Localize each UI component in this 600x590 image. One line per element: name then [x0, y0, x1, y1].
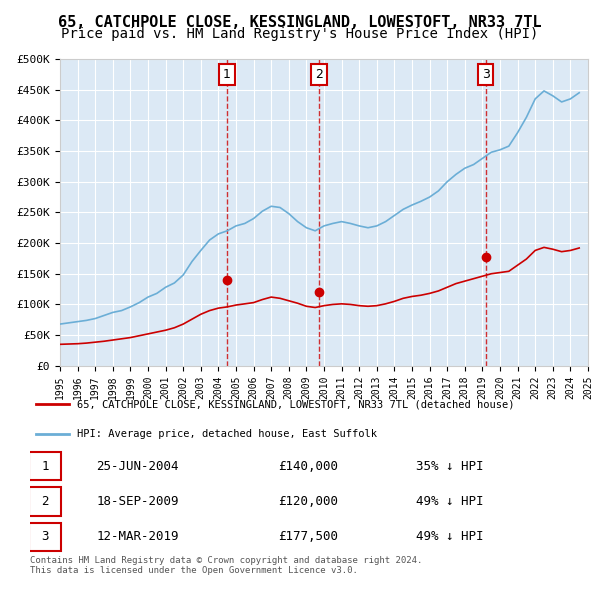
Text: 1: 1 — [223, 68, 231, 81]
Text: 25-JUN-2004: 25-JUN-2004 — [96, 460, 179, 473]
Text: 35% ↓ HPI: 35% ↓ HPI — [416, 460, 484, 473]
Text: 49% ↓ HPI: 49% ↓ HPI — [416, 495, 484, 508]
Text: 1: 1 — [41, 460, 49, 473]
Text: 18-SEP-2009: 18-SEP-2009 — [96, 495, 179, 508]
Text: 3: 3 — [482, 68, 490, 81]
Text: £177,500: £177,500 — [278, 530, 338, 543]
Text: 12-MAR-2019: 12-MAR-2019 — [96, 530, 179, 543]
Text: 3: 3 — [41, 530, 49, 543]
Text: HPI: Average price, detached house, East Suffolk: HPI: Average price, detached house, East… — [77, 429, 377, 438]
FancyBboxPatch shape — [29, 523, 61, 551]
Text: Price paid vs. HM Land Registry's House Price Index (HPI): Price paid vs. HM Land Registry's House … — [61, 27, 539, 41]
Text: 2: 2 — [41, 495, 49, 508]
FancyBboxPatch shape — [29, 487, 61, 516]
Text: 49% ↓ HPI: 49% ↓ HPI — [416, 530, 484, 543]
Text: 65, CATCHPOLE CLOSE, KESSINGLAND, LOWESTOFT, NR33 7TL (detached house): 65, CATCHPOLE CLOSE, KESSINGLAND, LOWEST… — [77, 399, 514, 409]
Text: 2: 2 — [315, 68, 323, 81]
Text: 65, CATCHPOLE CLOSE, KESSINGLAND, LOWESTOFT, NR33 7TL: 65, CATCHPOLE CLOSE, KESSINGLAND, LOWEST… — [58, 15, 542, 30]
Text: Contains HM Land Registry data © Crown copyright and database right 2024.
This d: Contains HM Land Registry data © Crown c… — [30, 556, 422, 575]
Text: £140,000: £140,000 — [278, 460, 338, 473]
FancyBboxPatch shape — [29, 452, 61, 480]
Text: £120,000: £120,000 — [278, 495, 338, 508]
